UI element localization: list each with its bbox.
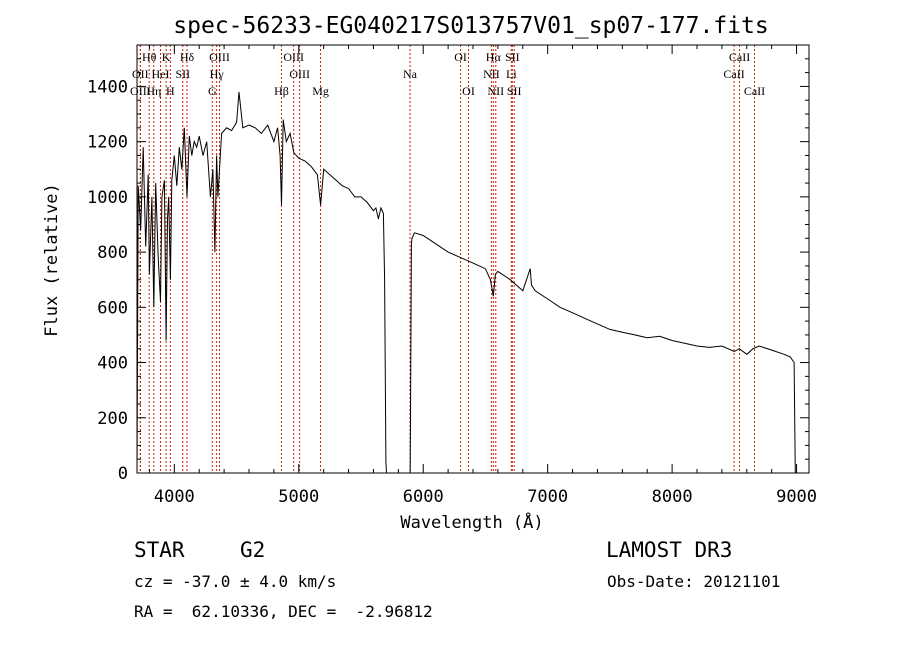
y-tick-label: 200	[97, 409, 128, 429]
y-axis: 0 200 400 600 800 1000 1200 1400	[87, 58, 809, 484]
x-tick-label: 9000	[776, 487, 817, 507]
redshift-value: cz = -37.0 ± 4.0 km/s	[134, 572, 337, 591]
x-tick-label: 4000	[154, 487, 195, 507]
marker-label: SII	[507, 84, 522, 98]
y-tick-label: 1400	[87, 77, 128, 97]
marker-label: OI	[462, 84, 475, 98]
marker-label: OIII	[283, 50, 304, 64]
marker-label: Hη	[146, 84, 161, 98]
marker-label: NII	[483, 67, 500, 81]
y-tick-label: 1000	[87, 188, 128, 208]
line-markers	[139, 45, 755, 473]
marker-label: CaII	[744, 84, 765, 98]
marker-label: OII	[132, 67, 149, 81]
marker-label: Hθ	[142, 50, 157, 64]
marker-label: HeI	[152, 67, 170, 81]
x-tick-label: 8000	[652, 487, 693, 507]
chart-title: spec-56233-EG040217S013757V01_sp07-177.f…	[173, 13, 768, 39]
marker-label: Li	[506, 67, 517, 81]
y-tick-label: 1200	[87, 133, 128, 153]
marker-label: Mg	[312, 84, 329, 98]
marker-label: SII	[505, 50, 520, 64]
marker-label: OIII	[130, 84, 151, 98]
marker-label: SII	[175, 67, 190, 81]
x-axis: 4000 5000 6000 7000 8000 9000	[148, 45, 817, 507]
marker-label: Hβ	[274, 84, 289, 98]
y-tick-label: 400	[97, 354, 128, 374]
marker-label: CaII	[729, 50, 750, 64]
marker-label: Hγ	[210, 67, 225, 81]
coordinates: RA = 62.10336, DEC = -2.96812	[134, 602, 433, 621]
x-tick-label: 7000	[527, 487, 568, 507]
marker-label: K	[162, 50, 171, 64]
marker-label: OIII	[289, 67, 310, 81]
object-class: STAR	[134, 538, 185, 562]
x-axis-label: Wavelength (Å)	[400, 511, 543, 533]
spectrum-line	[136, 91, 796, 474]
marker-label: OIII	[209, 50, 230, 64]
marker-label: Hα	[486, 50, 502, 64]
survey-name: LAMOST DR3	[606, 538, 733, 562]
marker-label: Hδ	[180, 50, 195, 64]
y-tick-label: 0	[118, 464, 128, 484]
marker-label: OI	[454, 50, 467, 64]
object-subclass: G2	[240, 538, 266, 562]
y-tick-label: 600	[97, 298, 128, 318]
marker-label: G	[208, 84, 217, 98]
marker-label: CaII	[723, 67, 744, 81]
marker-label: Na	[403, 67, 418, 81]
y-tick-label: 800	[97, 243, 128, 263]
marker-label: H	[166, 84, 175, 98]
x-tick-label: 5000	[278, 487, 319, 507]
marker-label: NII	[487, 84, 504, 98]
obs-date: Obs-Date: 20121101	[607, 572, 781, 591]
x-tick-label: 6000	[403, 487, 444, 507]
y-axis-label: Flux (relative)	[42, 183, 62, 337]
